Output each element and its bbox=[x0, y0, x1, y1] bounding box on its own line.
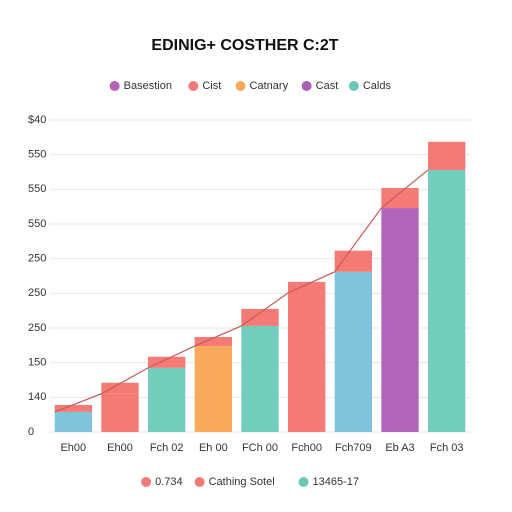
bar-segment bbox=[428, 141, 466, 170]
x-tick-label: Fch00 bbox=[291, 442, 322, 454]
bar-segment bbox=[194, 337, 232, 347]
y-tick-label: 140 bbox=[28, 391, 46, 403]
bar-segment bbox=[428, 169, 466, 433]
bar-segment bbox=[334, 250, 372, 272]
legend-marker bbox=[301, 81, 312, 91]
bar-segment bbox=[241, 325, 279, 432]
x-tick-label: Eb A3 bbox=[385, 442, 414, 454]
bar-segment bbox=[288, 281, 326, 293]
x-tick-label: Eh00 bbox=[107, 442, 133, 454]
x-tick-label: Fch709 bbox=[335, 442, 372, 454]
x-tick-label: FCh 00 bbox=[242, 442, 278, 454]
bar-segment bbox=[148, 356, 186, 368]
y-tick-label: 550 bbox=[28, 183, 46, 195]
legend-marker bbox=[298, 477, 309, 487]
bar-segment bbox=[54, 411, 92, 432]
legend-marker bbox=[141, 477, 152, 487]
bar-segment bbox=[381, 208, 419, 432]
legend-label: Calds bbox=[363, 80, 392, 92]
legend-label: Cist bbox=[202, 80, 221, 92]
legend-marker bbox=[235, 81, 246, 91]
bar-segment bbox=[334, 271, 372, 432]
bar-segment bbox=[101, 393, 139, 432]
legend-label: Catnary bbox=[250, 80, 289, 92]
y-tick-label: 150 bbox=[28, 357, 46, 369]
x-tick-label: Eh 00 bbox=[199, 442, 228, 454]
bar-segment bbox=[148, 367, 186, 432]
legend-label: Cast bbox=[316, 80, 339, 92]
y-tick-label: 550 bbox=[28, 218, 46, 230]
legend-marker bbox=[109, 81, 120, 91]
bar-segment bbox=[381, 187, 419, 209]
legend-marker bbox=[194, 477, 205, 487]
y-tick-label: 250 bbox=[28, 287, 46, 299]
y-tick-label: 250 bbox=[28, 322, 46, 334]
chart-title: EDINIG+ COSTHER C:2T bbox=[151, 37, 338, 54]
legend-marker bbox=[188, 81, 199, 91]
x-tick-label: Eh00 bbox=[60, 442, 86, 454]
legend-marker bbox=[348, 81, 359, 91]
legend-label: Cathing Sotel bbox=[209, 476, 275, 488]
legend-label: 13465-17 bbox=[313, 476, 360, 488]
y-tick-label: $40 bbox=[28, 114, 46, 126]
bar-segment bbox=[194, 346, 232, 432]
legend-label: 0.734 bbox=[155, 476, 183, 488]
y-tick-label: 250 bbox=[28, 253, 46, 265]
bar-segment bbox=[288, 292, 326, 432]
bar-segment bbox=[101, 382, 139, 394]
bar-segment bbox=[241, 308, 279, 326]
y-tick-label: 550 bbox=[28, 149, 46, 161]
legend-label: Basestion bbox=[124, 80, 172, 92]
trend-line bbox=[54, 169, 429, 413]
x-tick-label: Fch 02 bbox=[150, 442, 184, 454]
bar-segment bbox=[54, 404, 92, 412]
y-tick-label: 0 bbox=[28, 426, 34, 438]
x-tick-label: Fch 03 bbox=[430, 442, 464, 454]
